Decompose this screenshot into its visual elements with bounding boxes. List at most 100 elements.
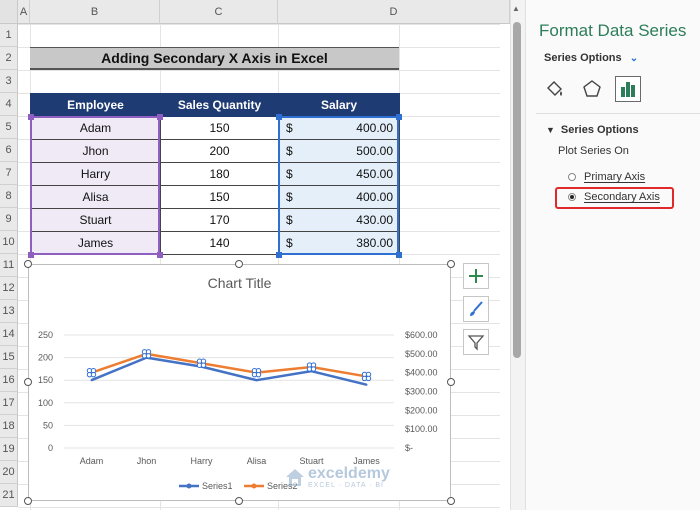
primary-axis-radio[interactable]	[568, 173, 576, 181]
chart-styles-button[interactable]	[463, 296, 489, 322]
selected-data-point[interactable]	[196, 358, 207, 368]
series-line-series1[interactable]	[91, 356, 367, 386]
select-all-corner[interactable]	[0, 0, 18, 24]
row-header[interactable]: 17	[0, 392, 18, 415]
quantity-cell[interactable]: 150	[160, 185, 279, 209]
row-header[interactable]: 10	[0, 231, 18, 254]
row-header[interactable]: 8	[0, 185, 18, 208]
range-handle[interactable]	[396, 114, 402, 120]
column-header-a[interactable]: A	[18, 0, 30, 24]
sheet-title-cell[interactable]: Adding Secondary X Axis in Excel	[30, 47, 399, 70]
row-header[interactable]: 1	[0, 24, 18, 47]
row-header[interactable]: 3	[0, 70, 18, 93]
chart-resize-handle[interactable]	[24, 378, 32, 386]
employee-cell[interactable]: Alisa	[30, 185, 161, 209]
quantity-cell[interactable]: 140	[160, 231, 279, 255]
row-header[interactable]: 9	[0, 208, 18, 231]
chart-filters-button[interactable]	[463, 329, 489, 355]
series-options-tab[interactable]	[615, 76, 641, 102]
column-header-b[interactable]: B	[30, 0, 160, 24]
plot-series-on-label: Plot Series On	[558, 145, 629, 157]
range-handle[interactable]	[276, 252, 282, 258]
legend-entry-series2[interactable]: Series2	[244, 481, 298, 491]
chart-title[interactable]: Chart Title	[207, 275, 272, 291]
effects-tab[interactable]	[579, 76, 605, 102]
row-header[interactable]: 16	[0, 369, 18, 392]
series-options-section-header[interactable]: ▼ Series Options	[546, 124, 639, 136]
row-header[interactable]: 12	[0, 277, 18, 300]
chart-resize-handle[interactable]	[24, 497, 32, 505]
row-header[interactable]: 2	[0, 47, 18, 70]
chart-resize-handle[interactable]	[235, 497, 243, 505]
chart-plot-area[interactable]: 250 200 150 100 50 0 $600.00 $500.00 $400.00 $300…	[29, 265, 452, 502]
range-handle[interactable]	[276, 114, 282, 120]
employee-cell[interactable]: Stuart	[30, 208, 161, 232]
row-header[interactable]: 18	[0, 415, 18, 438]
data-table: Employee Sales Quantity Salary Adam 150 $4…	[30, 93, 400, 255]
row-header[interactable]: 15	[0, 346, 18, 369]
range-handle[interactable]	[28, 252, 34, 258]
row-header[interactable]: 19	[0, 438, 18, 461]
scroll-up-arrow-icon[interactable]: ▲	[512, 4, 520, 13]
primary-axis-option[interactable]: Primary Axis	[568, 171, 645, 183]
scrollbar-thumb[interactable]	[513, 22, 521, 358]
quantity-cell[interactable]: 180	[160, 162, 279, 186]
header-salary[interactable]: Salary	[278, 93, 400, 117]
row-header[interactable]: 7	[0, 162, 18, 185]
quantity-cell[interactable]: 150	[160, 116, 279, 140]
range-handle[interactable]	[28, 114, 34, 120]
quantity-cell[interactable]: 170	[160, 208, 279, 232]
chart-elements-button[interactable]	[463, 263, 489, 289]
x-tick-label: Stuart	[299, 456, 324, 466]
secondary-axis-option[interactable]: Secondary Axis	[568, 191, 660, 203]
column-header-d[interactable]: D	[278, 0, 510, 24]
y-tick-label: 250	[38, 330, 53, 340]
x-tick-label: Adam	[80, 456, 104, 466]
selected-data-point[interactable]	[306, 362, 317, 372]
row-header[interactable]: 21	[0, 484, 18, 507]
secondary-axis-radio[interactable]	[568, 193, 576, 201]
quantity-cell[interactable]: 200	[160, 139, 279, 163]
row-header[interactable]: 13	[0, 300, 18, 323]
selected-data-point[interactable]	[86, 367, 97, 378]
salary-cell[interactable]: $380.00	[278, 231, 400, 255]
header-sales-quantity[interactable]: Sales Quantity	[160, 93, 279, 117]
data-point[interactable]	[90, 379, 93, 382]
employee-cell[interactable]: Harry	[30, 162, 161, 186]
series-options-dropdown[interactable]: Series Options ⌄	[544, 52, 639, 64]
salary-cell[interactable]: $400.00	[278, 116, 400, 140]
selected-data-point[interactable]	[251, 367, 262, 378]
chart-resize-handle[interactable]	[447, 378, 455, 386]
chart-resize-handle[interactable]	[447, 260, 455, 268]
data-point[interactable]	[365, 383, 368, 386]
chart-resize-handle[interactable]	[235, 260, 243, 268]
range-handle[interactable]	[396, 252, 402, 258]
row-header[interactable]: 14	[0, 323, 18, 346]
salary-cell[interactable]: $450.00	[278, 162, 400, 186]
series-line-series2[interactable]	[91, 352, 367, 378]
row-header[interactable]: 20	[0, 461, 18, 484]
row-header[interactable]: 11	[0, 254, 18, 277]
row-header[interactable]: 6	[0, 139, 18, 162]
row-header[interactable]: 4	[0, 93, 18, 116]
line-chart[interactable]: Chart Title 250 200 150 100 50 0 $600.00 $500.0…	[28, 264, 451, 501]
row-header[interactable]: 5	[0, 116, 18, 139]
selected-data-point[interactable]	[141, 349, 152, 359]
data-point[interactable]	[255, 379, 258, 382]
y2-tick-label: $400.00	[405, 368, 438, 378]
chart-resize-handle[interactable]	[24, 260, 32, 268]
employee-cell[interactable]: Jhon	[30, 139, 161, 163]
range-handle[interactable]	[157, 252, 163, 258]
employee-cell[interactable]: James	[30, 231, 161, 255]
column-header-c[interactable]: C	[160, 0, 278, 24]
legend-entry-series1[interactable]: Series1	[179, 481, 233, 491]
range-handle[interactable]	[157, 114, 163, 120]
header-employee[interactable]: Employee	[30, 93, 161, 117]
selected-data-point[interactable]	[361, 371, 372, 382]
employee-cell[interactable]: Adam	[30, 116, 161, 140]
salary-cell[interactable]: $430.00	[278, 208, 400, 232]
fill-line-tab[interactable]	[542, 76, 568, 102]
salary-cell[interactable]: $400.00	[278, 185, 400, 209]
chart-resize-handle[interactable]	[447, 497, 455, 505]
salary-cell[interactable]: $500.00	[278, 139, 400, 163]
